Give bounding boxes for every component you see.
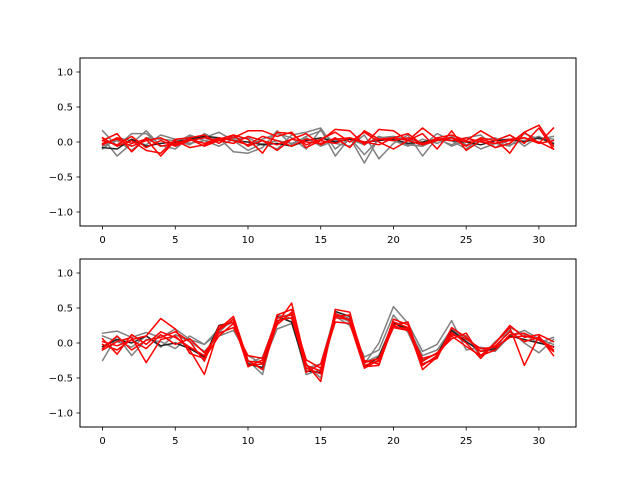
y-tick-label: 0.5	[57, 103, 73, 114]
series-line-6	[101, 126, 555, 154]
x-tick-label: 25	[460, 235, 473, 246]
top-subplot: 0 5 10 15 20 25 30 −1.0 −0.5 0.0 0.5 1.0	[49, 57, 577, 246]
plot-area	[101, 302, 555, 383]
bottom-subplot: 0 5 10 15 20 25 30 −1.0 −0.5 0.0 0.5 1.0	[49, 258, 577, 447]
x-tick-label: 5	[172, 436, 178, 447]
series-line-9	[101, 135, 555, 151]
x-tick-label: 0	[99, 235, 105, 246]
x-tick-label: 15	[314, 235, 327, 246]
x-tick-label: 0	[99, 436, 105, 447]
x-tick-label: 20	[387, 235, 400, 246]
series-line-0	[101, 127, 555, 156]
y-tick-label: −0.5	[49, 173, 73, 184]
plot-area	[101, 124, 555, 164]
y-tick-label: 1.0	[57, 68, 73, 79]
x-tick-label: 25	[460, 436, 473, 447]
y-tick-label: 0.5	[57, 304, 73, 315]
x-tick-label: 30	[533, 436, 546, 447]
y-tick-label: −0.5	[49, 374, 73, 385]
y-tick-label: −1.0	[49, 208, 73, 219]
y-tick-label: 0.0	[57, 138, 73, 149]
x-tick-label: 5	[172, 235, 178, 246]
x-tick-label: 15	[314, 436, 327, 447]
x-tick-label: 20	[387, 436, 400, 447]
y-tick-label: −1.0	[49, 409, 73, 420]
series-line-8	[101, 314, 555, 372]
x-tick-label: 10	[242, 235, 255, 246]
x-tick-label: 10	[242, 436, 255, 447]
x-tick-label: 30	[533, 235, 546, 246]
y-tick-label: 0.0	[57, 339, 73, 350]
y-tick-label: 1.0	[57, 269, 73, 280]
